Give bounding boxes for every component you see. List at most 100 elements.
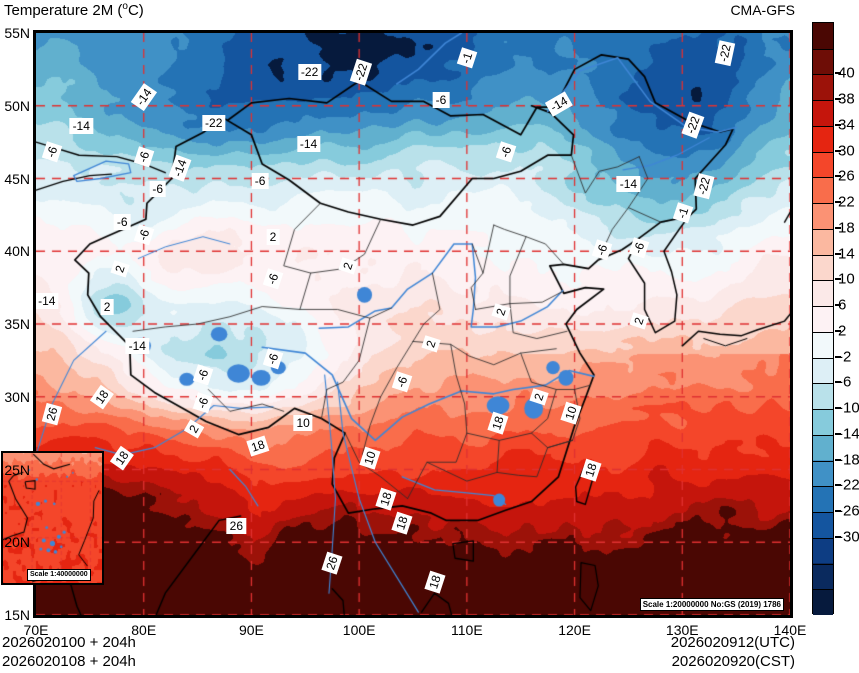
contour-label: -6 <box>432 91 450 108</box>
colorbar-tick-mark <box>835 278 841 281</box>
lat-tick-50N: 50N <box>4 97 30 114</box>
colorbar-tick--26: -26 <box>838 502 859 520</box>
colorbar-tick-40: 40 <box>838 64 855 82</box>
contour-label: -14 <box>296 135 321 152</box>
colorbar-separator <box>813 100 833 102</box>
colorbar-separator <box>813 151 833 153</box>
colorbar-separator <box>813 48 833 50</box>
colorbar-tick--22: -22 <box>838 476 859 494</box>
colorbar-tick-10: 10 <box>838 270 855 288</box>
colorbar-band <box>813 357 833 384</box>
south-china-sea-inset-map[interactable]: Scale 1:40000000 <box>1 451 104 585</box>
contour-label: 10 <box>293 414 313 431</box>
temperature-colorbar[interactable] <box>812 22 834 615</box>
colorbar-separator <box>813 357 833 359</box>
inset-field-canvas <box>3 453 102 583</box>
colorbar-tick-mark <box>835 226 841 229</box>
colorbar-band <box>813 383 833 410</box>
colorbar-tick-6: 6 <box>838 296 847 314</box>
colorbar-separator <box>813 460 833 462</box>
colorbar-band <box>813 460 833 487</box>
colorbar-separator <box>813 177 833 179</box>
colorbar-band <box>813 409 833 435</box>
colorbar-separator <box>813 434 833 436</box>
model-label: CMA-GFS <box>730 2 795 18</box>
colorbar-tick-mark <box>835 407 841 410</box>
lon-tick-100E: 100E <box>342 622 376 638</box>
contour-label: 2 <box>266 228 280 245</box>
contour-label: -14 <box>616 176 641 193</box>
colorbar-band <box>813 331 833 358</box>
colorbar-band <box>813 203 833 229</box>
colorbar-band <box>813 151 833 178</box>
colorbar-tick--18: -18 <box>838 451 859 469</box>
colorbar-tick-mark <box>835 484 841 487</box>
init-time-line-1: 2026020100 + 204h <box>2 634 136 651</box>
colorbar-band <box>813 23 833 49</box>
colorbar-tick-mark <box>835 458 841 461</box>
colorbar-separator <box>813 589 833 591</box>
lat-tick-35N: 35N <box>4 316 30 332</box>
colorbar-tick-34: 34 <box>838 116 855 134</box>
colorbar-tick-mark <box>835 329 841 332</box>
colorbar-tick--6: -6 <box>838 373 852 391</box>
colorbar-band <box>813 280 833 307</box>
colorbar-band <box>813 100 833 126</box>
map-scale-tag: Scale 1:20000000 No:GS (2019) 1786 <box>639 598 784 611</box>
lat-tick-25N: 25N <box>4 461 30 478</box>
colorbar-band <box>813 434 833 461</box>
contour-label: 26 <box>226 518 247 535</box>
colorbar-tick-mark <box>835 252 841 255</box>
lon-tick-140E: 140E <box>773 622 807 638</box>
contour-label: -14 <box>36 292 59 309</box>
colorbar-band <box>813 537 833 564</box>
colorbar-tick-14: 14 <box>838 245 855 263</box>
lon-tick-130E: 130E <box>665 622 699 638</box>
colorbar-tick-2: 2 <box>838 322 847 340</box>
inset-scale-tag: Scale 1:40000000 <box>27 569 91 581</box>
colorbar-tick-mark <box>835 149 841 152</box>
colorbar-tick--30: -30 <box>838 528 859 546</box>
colorbar-band <box>813 74 833 101</box>
colorbar-band <box>813 48 833 75</box>
lat-tick-45N: 45N <box>4 170 30 187</box>
colorbar-tick-mark <box>835 510 841 513</box>
colorbar-separator <box>813 228 833 230</box>
colorbar-band <box>813 254 833 281</box>
colorbar-tick-mark <box>835 123 841 126</box>
colorbar-separator <box>813 125 833 127</box>
colorbar-tick-mark <box>835 175 841 178</box>
colorbar-separator <box>813 254 833 256</box>
lat-tick-30N: 30N <box>4 388 30 405</box>
contour-label: -6 <box>113 214 131 231</box>
contour-label: 2 <box>100 298 114 315</box>
colorbar-tick-18: 18 <box>838 219 855 237</box>
lon-tick-110E: 110E <box>451 622 483 638</box>
temperature-field-canvas <box>36 33 790 615</box>
contour-label: -14 <box>69 118 93 135</box>
colorbar-tick-26: 26 <box>838 167 855 185</box>
lat-tick-20N: 20N <box>4 534 30 551</box>
colorbar-tick-22: 22 <box>838 193 855 211</box>
init-time-line-2: 2026020108 + 204h <box>2 653 136 670</box>
lon-tick-120E: 120E <box>558 622 591 638</box>
colorbar-tick--10: -10 <box>838 399 859 417</box>
colorbar-tick-mark <box>835 304 841 307</box>
contour-label: -6 <box>149 180 167 197</box>
colorbar-tick-mark <box>835 72 841 75</box>
contour-label: -14 <box>125 337 149 354</box>
weather-map[interactable]: Scale 1:20000000 No:GS (2019) 1786 -14 -2… <box>33 30 793 618</box>
colorbar-separator <box>813 383 833 385</box>
colorbar-separator <box>813 331 833 333</box>
lat-tick-40N: 40N <box>4 243 30 260</box>
colorbar-band <box>813 486 833 512</box>
lon-tick-90E: 90E <box>238 622 264 638</box>
colorbar-tick-mark <box>835 381 841 384</box>
lat-tick-15N: 15N <box>4 607 30 623</box>
contour-label: -6 <box>251 173 269 190</box>
colorbar-separator <box>813 486 833 488</box>
colorbar-tick-mark <box>835 98 841 101</box>
degree-symbol: o <box>122 1 128 12</box>
colorbar-tick-mark <box>835 355 841 358</box>
colorbar-separator <box>813 563 833 565</box>
